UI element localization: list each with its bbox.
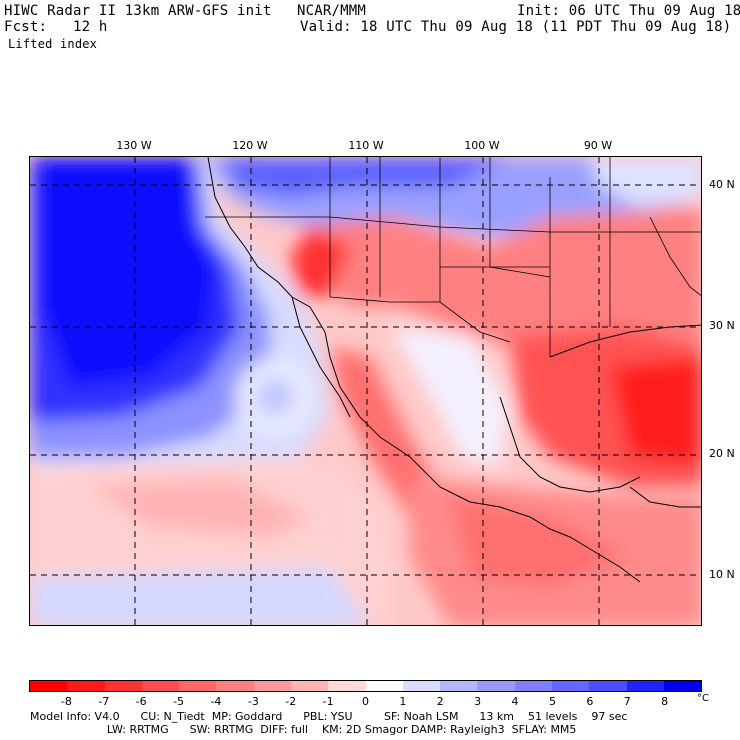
- state-borders: [205, 157, 701, 357]
- lat-label-20n: 20 N: [709, 447, 735, 460]
- lon-label-110w: 110 W: [348, 139, 384, 152]
- colorbar-segment: [589, 681, 627, 691]
- colorbar-unit: °C: [697, 693, 709, 704]
- lon-label-120w: 120 W: [232, 139, 268, 152]
- colorbar-tick-label: 2: [436, 695, 444, 708]
- colorbar-segment: [626, 681, 664, 691]
- model-info-line1: Model Info: V4.0 CU: N_Tiedt MP: Goddard…: [30, 710, 628, 723]
- colorbar-segment: [67, 681, 105, 691]
- lon-label-130w: 130 W: [116, 139, 152, 152]
- colorbar-segment: [328, 681, 366, 691]
- colorbar-segment: [663, 681, 702, 691]
- lat-label-30n: 30 N: [709, 319, 735, 332]
- lon-label-90w: 90 W: [583, 139, 613, 152]
- colorbar-segment: [402, 681, 441, 691]
- colorbar-segment: [30, 681, 68, 691]
- organization-label: NCAR/MMM: [297, 3, 367, 19]
- lat-label-10n: 10 N: [709, 568, 735, 581]
- colorbar-segment: [477, 681, 515, 691]
- colorbar-segment: [179, 681, 217, 691]
- init-time: Init: 06 UTC Thu 09 Aug 18: [517, 3, 740, 19]
- colorbar-tick-label: -7: [98, 695, 110, 708]
- colorbar-tick-label: -4: [210, 695, 222, 708]
- model-title: HIWC Radar II 13km ARW-GFS init: [4, 3, 272, 19]
- field-name: Lifted index: [8, 37, 98, 51]
- model-info-line2: LW: RRTMG SW: RRTMG DIFF: full KM: 2D Sm…: [30, 723, 577, 736]
- colorbar-tick-label: -5: [173, 695, 185, 708]
- coastlines: [207, 157, 701, 583]
- valid-time: Valid: 18 UTC Thu 09 Aug 18 (11 PDT Thu …: [300, 19, 732, 35]
- colorbar-tick-label: -2: [285, 695, 297, 708]
- lat-label-40n: 40 N: [709, 178, 735, 191]
- colorbar-tick-label: -1: [322, 695, 334, 708]
- colorbar-segment: [216, 681, 254, 691]
- lifted-index-map: [29, 156, 702, 626]
- colorbar-tick-label: 4: [511, 695, 519, 708]
- colorbar-tick-label: 8: [661, 695, 669, 708]
- lon-label-100w: 100 W: [464, 139, 500, 152]
- colorbar-segment: [141, 681, 180, 691]
- lifted-index-shading: [30, 157, 701, 625]
- colorbar-tick-label: 1: [399, 695, 407, 708]
- colorbar-segment: [514, 681, 552, 691]
- colorbar-tick-label: 3: [474, 695, 482, 708]
- forecast-hour: Fcst: 12 h: [4, 19, 108, 35]
- colorbar-segment: [365, 681, 403, 691]
- colorbar-tick-label: -3: [247, 695, 259, 708]
- colorbar-tick-label: -6: [135, 695, 147, 708]
- colorbar-segment: [551, 681, 590, 691]
- colorbar-segment: [104, 681, 142, 691]
- colorbar: [29, 680, 702, 692]
- graticule: [30, 157, 701, 625]
- map-canvas: [30, 157, 701, 625]
- colorbar-segment: [290, 681, 329, 691]
- colorbar-tick-label: -8: [60, 695, 72, 708]
- colorbar-tick-label: 7: [623, 695, 631, 708]
- colorbar-tick-label: 5: [548, 695, 556, 708]
- colorbar-segment: [440, 681, 478, 691]
- colorbar-segment: [253, 681, 291, 691]
- colorbar-tick-label: 0: [362, 695, 369, 708]
- colorbar-tick-label: 6: [586, 695, 594, 708]
